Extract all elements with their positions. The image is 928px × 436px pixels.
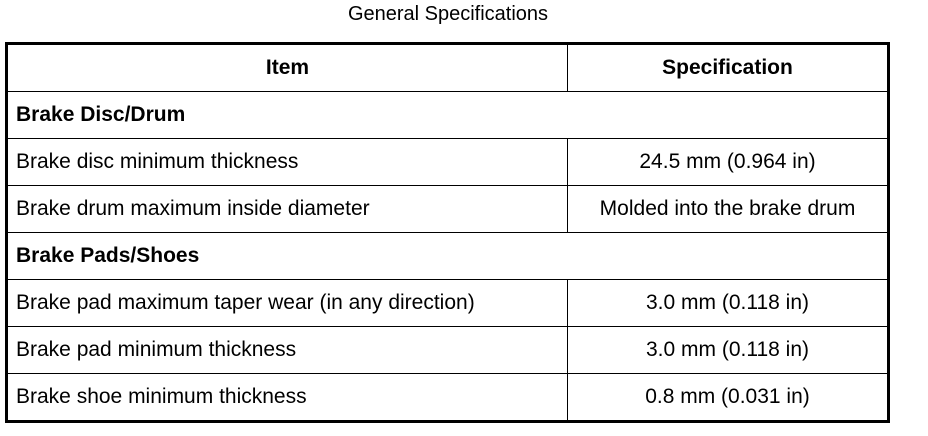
- item-cell: Brake pad minimum thickness: [6, 326, 568, 374]
- header-item: Item: [6, 43, 568, 92]
- table-row: Brake shoe minimum thickness 0.8 mm (0.0…: [6, 373, 889, 422]
- item-cell: Brake disc minimum thickness: [6, 138, 568, 186]
- table-row: Brake disc minimum thickness 24.5 mm (0.…: [6, 138, 889, 186]
- item-cell: Brake drum maximum inside diameter: [6, 185, 568, 233]
- spec-cell: 24.5 mm (0.964 in): [567, 138, 889, 186]
- spec-cell: 0.8 mm (0.031 in): [567, 373, 889, 422]
- spec-cell: 3.0 mm (0.118 in): [567, 279, 889, 327]
- table-row: Brake pad maximum taper wear (in any dir…: [6, 279, 889, 327]
- spec-cell: 3.0 mm (0.118 in): [567, 326, 889, 374]
- table-row: Brake drum maximum inside diameter Molde…: [6, 185, 889, 233]
- table-title: General Specifications: [347, 3, 549, 25]
- spec-cell: Molded into the brake drum: [567, 185, 889, 233]
- section-label: Brake Disc/Drum: [6, 91, 889, 139]
- section-row: Brake Disc/Drum: [6, 91, 889, 139]
- section-label: Brake Pads/Shoes: [6, 232, 889, 280]
- item-cell: Brake pad maximum taper wear (in any dir…: [6, 279, 568, 327]
- item-cell: Brake shoe minimum thickness: [6, 373, 568, 422]
- header-row: Item Specification: [6, 43, 889, 92]
- specifications-table: Item Specification Brake Disc/Drum Brake…: [5, 42, 890, 423]
- header-specification: Specification: [567, 43, 889, 92]
- table-row: Brake pad minimum thickness 3.0 mm (0.11…: [6, 326, 889, 374]
- section-row: Brake Pads/Shoes: [6, 232, 889, 280]
